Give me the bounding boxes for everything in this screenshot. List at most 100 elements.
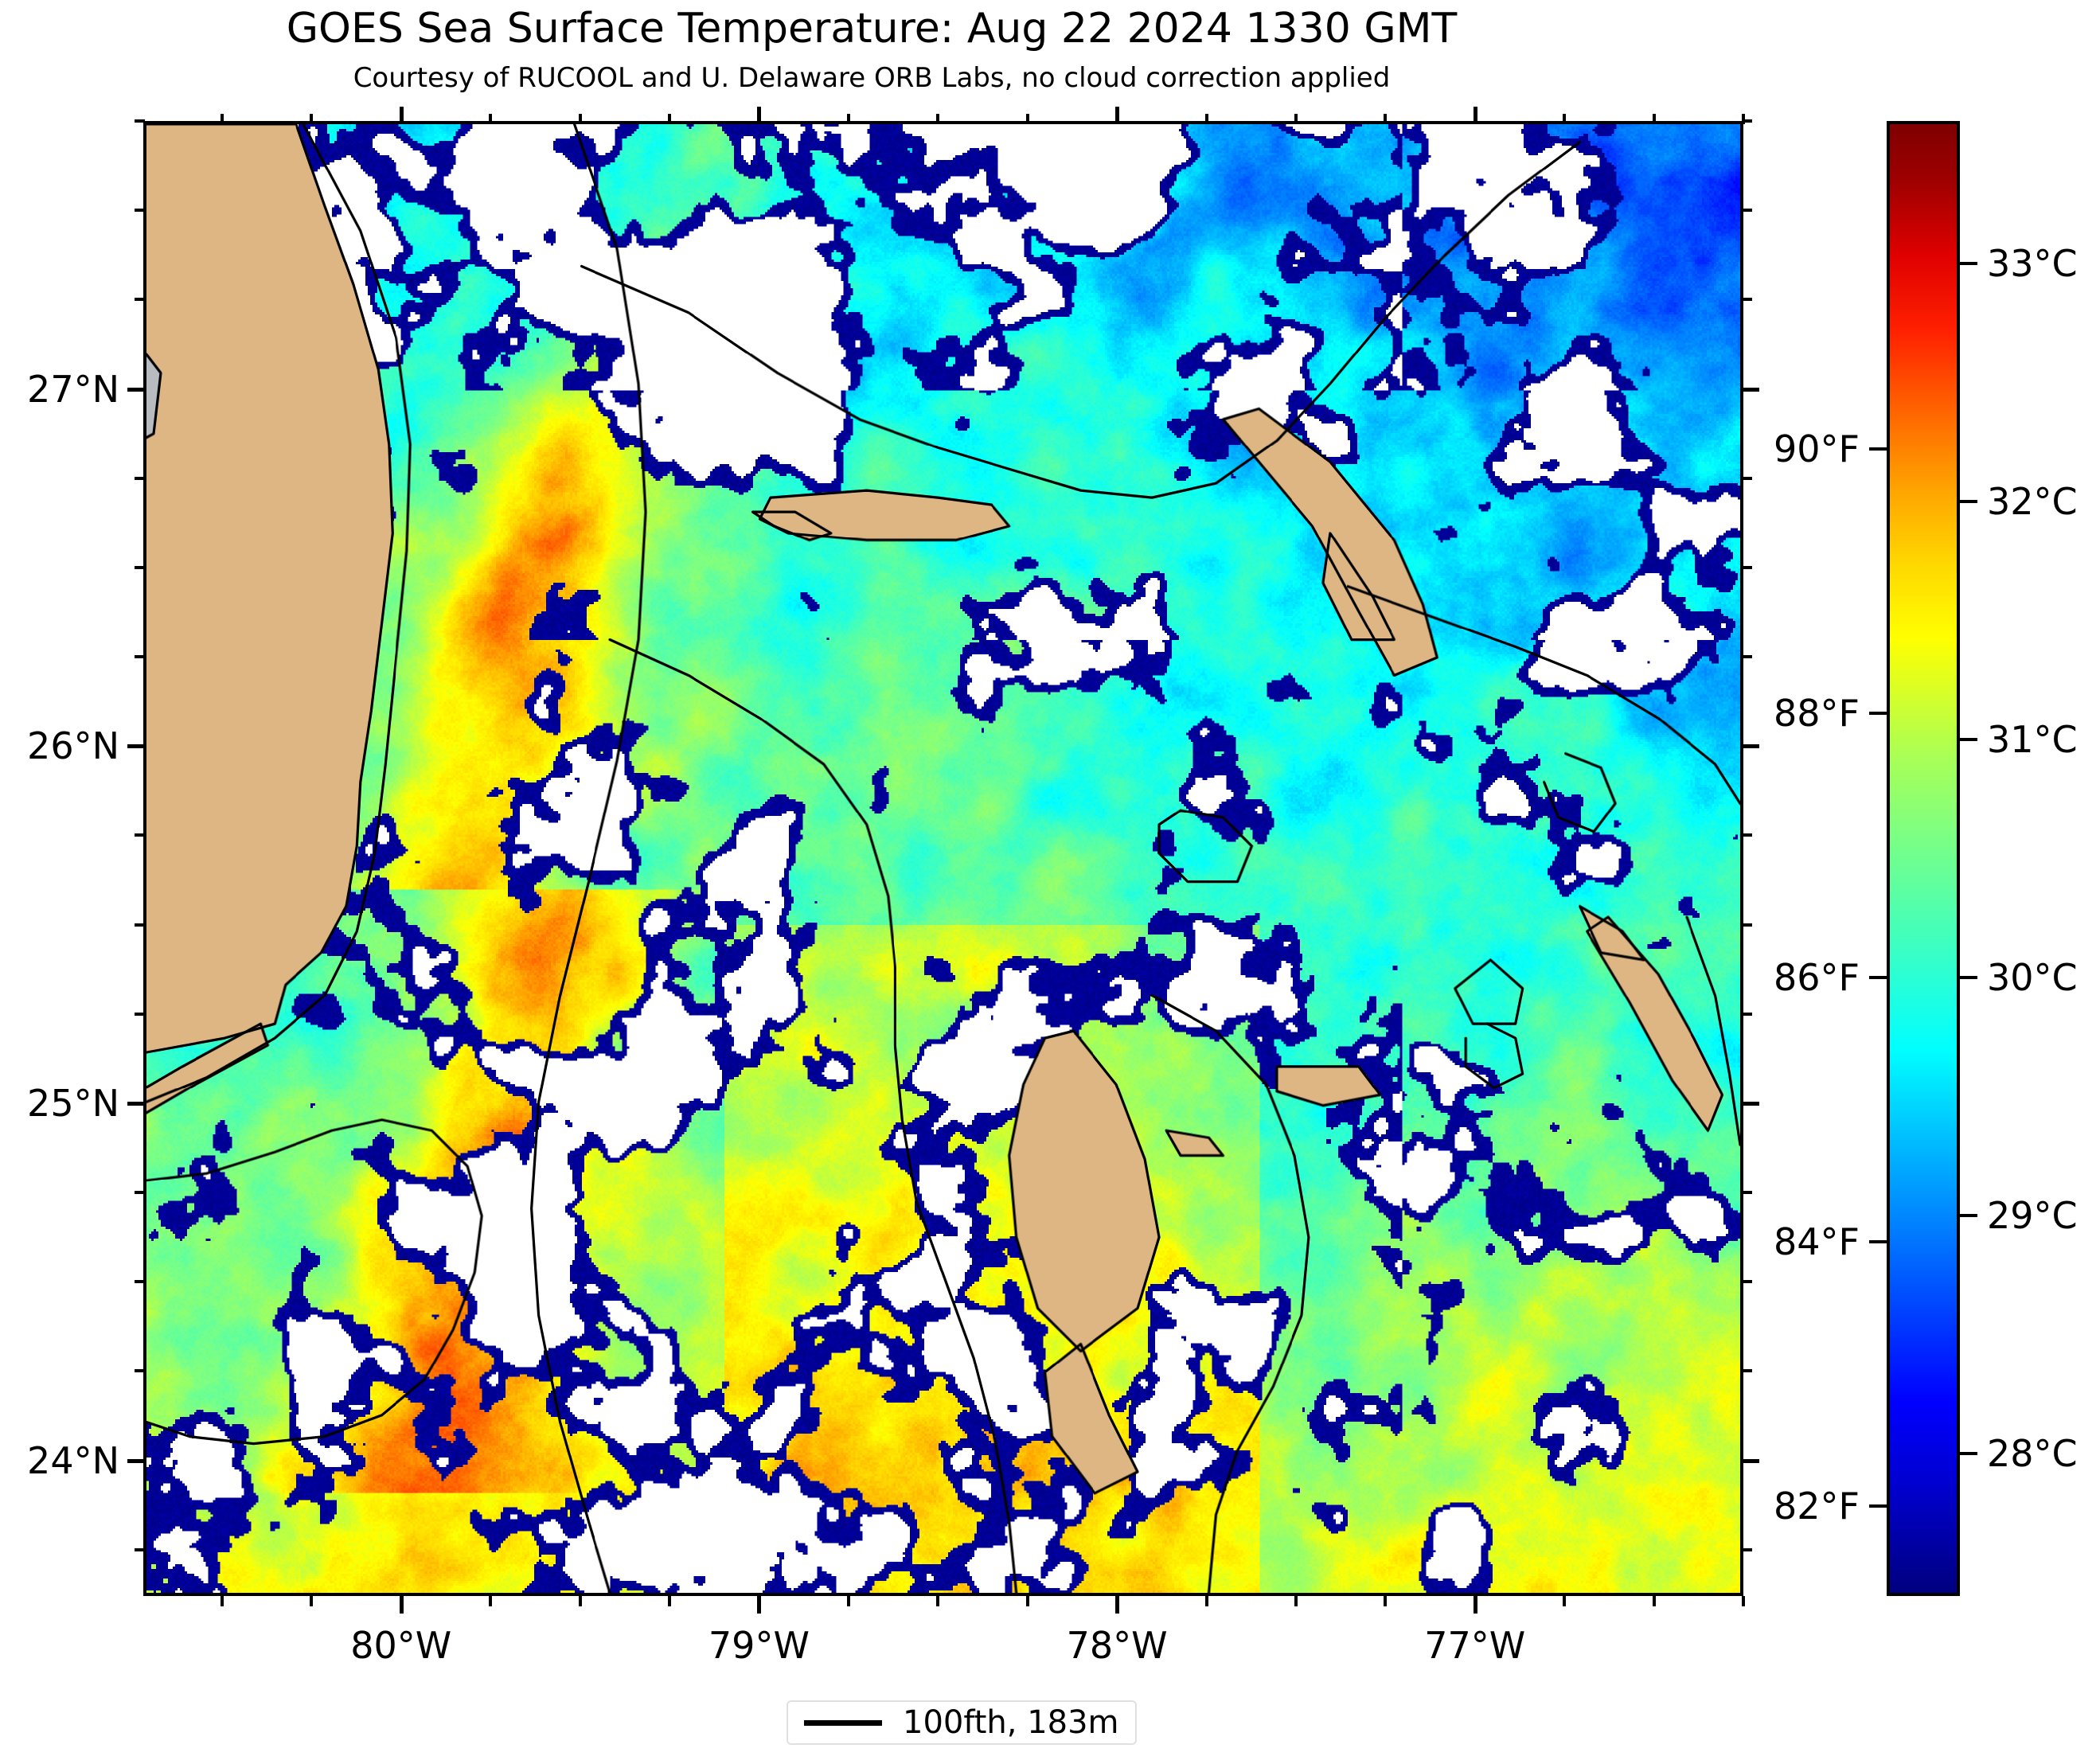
colorbar-fahrenheit-tick xyxy=(1869,447,1887,451)
x-axis-tick-label: 79°W xyxy=(708,1624,810,1667)
colorbar-fahrenheit-tick xyxy=(1869,975,1887,979)
sst-map-plot[interactable] xyxy=(143,121,1743,1596)
x-axis-minor-tick xyxy=(1025,1596,1029,1606)
y-axis-major-tick-right xyxy=(1742,1458,1759,1463)
x-axis-minor-tick xyxy=(936,1596,940,1606)
colorbar-celsius-label: 28°C xyxy=(1987,1431,2078,1475)
temperature-colorbar[interactable] xyxy=(1887,121,1960,1596)
x-axis-major-tick-top xyxy=(1473,107,1477,124)
map-legend[interactable]: 100fth, 183m xyxy=(787,1700,1137,1745)
y-axis-minor-tick xyxy=(135,1369,145,1373)
x-axis-minor-tick-top xyxy=(220,114,224,124)
colorbar-celsius-tick xyxy=(1960,262,1977,266)
colorbar-fahrenheit-label: 82°F xyxy=(1774,1485,1860,1528)
y-axis-minor-tick-right xyxy=(1742,1280,1752,1284)
x-axis-minor-tick-top xyxy=(1652,114,1656,124)
x-axis-minor-tick-top xyxy=(578,114,582,124)
y-axis-minor-tick-right xyxy=(1742,1012,1752,1016)
y-axis-minor-tick-right xyxy=(1742,1547,1752,1551)
x-axis-minor-tick xyxy=(1563,1596,1567,1606)
x-axis-minor-tick xyxy=(668,1596,671,1606)
y-axis-tick-label: 25°N xyxy=(27,1081,119,1125)
colorbar-celsius-label: 30°C xyxy=(1987,955,2078,999)
y-axis-minor-tick-right xyxy=(1742,476,1752,480)
x-axis-minor-tick-top xyxy=(1294,114,1298,124)
x-axis-minor-tick-top xyxy=(1742,114,1745,124)
x-axis-minor-tick-top xyxy=(310,114,314,124)
x-axis-minor-tick-top xyxy=(1204,114,1208,124)
y-axis-major-tick xyxy=(127,744,145,749)
legend-item-label: 100fth, 183m xyxy=(903,1704,1119,1741)
x-axis-major-tick xyxy=(1115,1596,1120,1614)
colorbar-celsius-tick xyxy=(1960,1451,1977,1455)
x-axis-minor-tick-top xyxy=(1025,114,1029,124)
x-axis-minor-tick xyxy=(846,1596,850,1606)
y-axis-minor-tick-right xyxy=(1742,1369,1752,1373)
x-axis-major-tick xyxy=(757,1596,762,1614)
page-subtitle: Courtesy of RUCOOL and U. Delaware ORB L… xyxy=(353,62,1391,94)
y-axis-minor-tick-right xyxy=(1742,1191,1752,1194)
y-axis-tick-label: 26°N xyxy=(27,724,119,768)
y-axis-minor-tick xyxy=(135,1547,145,1551)
colorbar-fahrenheit-tick xyxy=(1869,1504,1887,1508)
x-axis-tick-label: 80°W xyxy=(350,1624,452,1667)
y-axis-minor-tick-right xyxy=(1742,923,1752,927)
colorbar-celsius-tick xyxy=(1960,500,1977,504)
colorbar-fahrenheit-label: 86°F xyxy=(1774,955,1860,999)
y-axis-major-tick-right xyxy=(1742,1101,1759,1106)
y-axis-major-tick xyxy=(127,387,145,392)
coastline-isobath-layer xyxy=(146,124,1740,1593)
x-axis-minor-tick xyxy=(310,1596,314,1606)
colorbar-celsius-label: 33°C xyxy=(1987,242,2078,286)
x-axis-minor-tick xyxy=(578,1596,582,1606)
colorbar-celsius-label: 29°C xyxy=(1987,1193,2078,1237)
y-axis-tick-label: 24°N xyxy=(27,1438,119,1482)
x-axis-minor-tick xyxy=(1294,1596,1298,1606)
x-axis-tick-label: 77°W xyxy=(1424,1624,1526,1667)
x-axis-tick-label: 78°W xyxy=(1066,1624,1168,1667)
y-axis-minor-tick-right xyxy=(1742,209,1752,213)
y-axis-minor-tick-right xyxy=(1742,119,1752,123)
y-axis-minor-tick xyxy=(135,655,145,658)
y-axis-minor-tick xyxy=(135,1012,145,1016)
y-axis-minor-tick-right xyxy=(1742,833,1752,837)
page-title: GOES Sea Surface Temperature: Aug 22 202… xyxy=(286,5,1458,53)
y-axis-major-tick xyxy=(127,1101,145,1106)
x-axis-minor-tick-top xyxy=(668,114,671,124)
x-axis-minor-tick-top xyxy=(846,114,850,124)
y-axis-minor-tick-right xyxy=(1742,298,1752,302)
colorbar-celsius-tick xyxy=(1960,738,1977,742)
colorbar-celsius-label: 31°C xyxy=(1987,718,2078,762)
x-axis-minor-tick-top xyxy=(936,114,940,124)
y-axis-major-tick-right xyxy=(1742,744,1759,749)
x-axis-major-tick-top xyxy=(1115,107,1120,124)
x-axis-major-tick-top xyxy=(399,107,404,124)
y-axis-minor-tick xyxy=(135,923,145,927)
x-axis-minor-tick xyxy=(1652,1596,1656,1606)
y-axis-tick-label: 27°N xyxy=(27,367,119,411)
x-axis-minor-tick-top xyxy=(1563,114,1567,124)
colorbar-fahrenheit-label: 84°F xyxy=(1774,1220,1860,1263)
y-axis-minor-tick xyxy=(135,476,145,480)
y-axis-minor-tick-right xyxy=(1742,565,1752,569)
x-axis-major-tick xyxy=(399,1596,404,1614)
colorbar-fahrenheit-tick xyxy=(1869,711,1887,715)
x-axis-minor-tick-top xyxy=(489,114,493,124)
x-axis-minor-tick xyxy=(220,1596,224,1606)
y-axis-minor-tick xyxy=(135,1191,145,1194)
x-axis-minor-tick xyxy=(489,1596,493,1606)
y-axis-minor-tick-right xyxy=(1742,655,1752,658)
x-axis-major-tick xyxy=(1473,1596,1477,1614)
isobath-line-swatch xyxy=(804,1719,882,1726)
y-axis-minor-tick xyxy=(135,565,145,569)
y-axis-minor-tick xyxy=(135,1280,145,1284)
colorbar-celsius-tick xyxy=(1960,975,1977,979)
colorbar-fahrenheit-tick xyxy=(1869,1240,1887,1243)
y-axis-major-tick-right xyxy=(1742,387,1759,392)
y-axis-minor-tick xyxy=(135,298,145,302)
x-axis-minor-tick-top xyxy=(1384,114,1388,124)
y-axis-minor-tick xyxy=(135,833,145,837)
x-axis-minor-tick xyxy=(1742,1596,1745,1606)
y-axis-minor-tick xyxy=(135,209,145,213)
y-axis-minor-tick xyxy=(135,119,145,123)
